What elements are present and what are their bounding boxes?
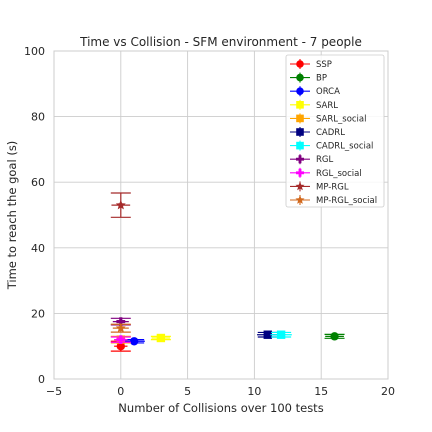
legend-marker-bp <box>296 73 304 82</box>
data-point-cadrl <box>263 330 272 339</box>
axes-border <box>53 50 389 380</box>
y-tick-label: 100 <box>24 45 45 58</box>
legend-label: CADRL <box>316 128 345 138</box>
legend-entry-rgl: RGL <box>290 154 333 165</box>
data-point-bp <box>330 332 339 341</box>
legend-label: BP <box>316 74 327 84</box>
series-mp-rgl-social <box>110 322 131 333</box>
x-tick-label: 20 <box>381 385 395 398</box>
legend-marker-rgl <box>296 155 304 164</box>
legend-label: MP-RGL <box>316 182 349 192</box>
legend-label: MP-RGL_social <box>316 196 377 206</box>
data-point-ssp <box>116 342 126 351</box>
legend-entry-sarl-social: SARL_social <box>290 113 367 124</box>
legend-label: RGL_social <box>316 169 362 179</box>
data-point-sarl <box>156 333 166 343</box>
series-sarl <box>150 333 171 343</box>
legend-entry-sarl: SARL <box>290 99 338 111</box>
y-tick-label: 60 <box>31 176 45 189</box>
chart-title: Time vs Collision - SFM environment - 7 … <box>79 35 362 49</box>
legend-marker-mp-rgl <box>295 181 305 191</box>
legend-marker-sarl <box>296 101 304 109</box>
legend-label: RGL <box>316 155 333 165</box>
legend-entry-ssp: SSP <box>290 59 332 70</box>
axes-frame <box>53 50 389 380</box>
series-rgl-social <box>110 335 131 345</box>
x-tick-label: 0 <box>117 385 124 398</box>
x-tick-label: −5 <box>46 385 62 398</box>
legend-entry-cadrl-social: CADRL_social <box>290 140 373 152</box>
legend-label: SSP <box>316 60 332 70</box>
legend-entry-rgl-social: RGL_social <box>290 167 362 179</box>
y-axis-label: Time to reach the goal (s) <box>5 141 19 291</box>
legend-entry-mp-rgl: MP-RGL <box>290 181 349 192</box>
legend-label: ORCA <box>316 87 340 97</box>
data-point-mp-rgl <box>115 199 126 210</box>
legend-box <box>285 54 385 208</box>
legend-marker-cadrl-social <box>296 141 304 150</box>
y-tick-label: 20 <box>31 307 45 320</box>
legend-marker-rgl-social <box>296 168 304 177</box>
legend-marker-sarl-social <box>296 114 304 123</box>
data-point-orca <box>129 337 139 346</box>
legend-entry-orca: ORCA <box>290 86 340 97</box>
legend-label: SARL_social <box>316 114 367 124</box>
data-points <box>110 192 345 352</box>
y-tick-label: 80 <box>31 111 45 124</box>
legend-marker-orca <box>296 87 304 95</box>
legend-label: CADRL_social <box>316 142 373 152</box>
legend-entry-bp: BP <box>290 72 327 84</box>
data-point-cadrl-social <box>276 330 286 339</box>
x-tick-labels: −5 0 5 10 15 20 <box>46 385 395 398</box>
y-tick-labels: 0 20 40 60 80 100 <box>24 45 45 386</box>
data-point-mp-rgl-social <box>115 322 126 333</box>
series-mp-rgl <box>110 192 131 218</box>
legend: SSP BP ORCA SARL SARL_social CADRL CADRL_socia… <box>285 54 385 208</box>
legend-marker-mp-rgl-social <box>295 195 305 204</box>
legend-marker-ssp <box>296 60 304 68</box>
series-cadrl-social <box>270 330 292 339</box>
legend-entry-cadrl: CADRL <box>290 127 345 138</box>
legend-marker-cadrl <box>296 128 304 136</box>
x-tick-label: 15 <box>314 385 328 398</box>
x-axis-label: Number of Collisions over 100 tests <box>118 401 323 415</box>
data-point-rgl <box>116 317 126 327</box>
x-tick-label: 10 <box>247 385 261 398</box>
x-tick-label: 5 <box>184 385 191 398</box>
y-tick-label: 40 <box>31 242 45 255</box>
series-bp <box>324 332 345 341</box>
y-tick-label: 0 <box>38 373 45 386</box>
data-point-rgl-social <box>116 335 126 345</box>
legend-entry-mp-rgl-social: MP-RGL_social <box>290 195 377 206</box>
legend-label: SARL <box>316 101 338 111</box>
